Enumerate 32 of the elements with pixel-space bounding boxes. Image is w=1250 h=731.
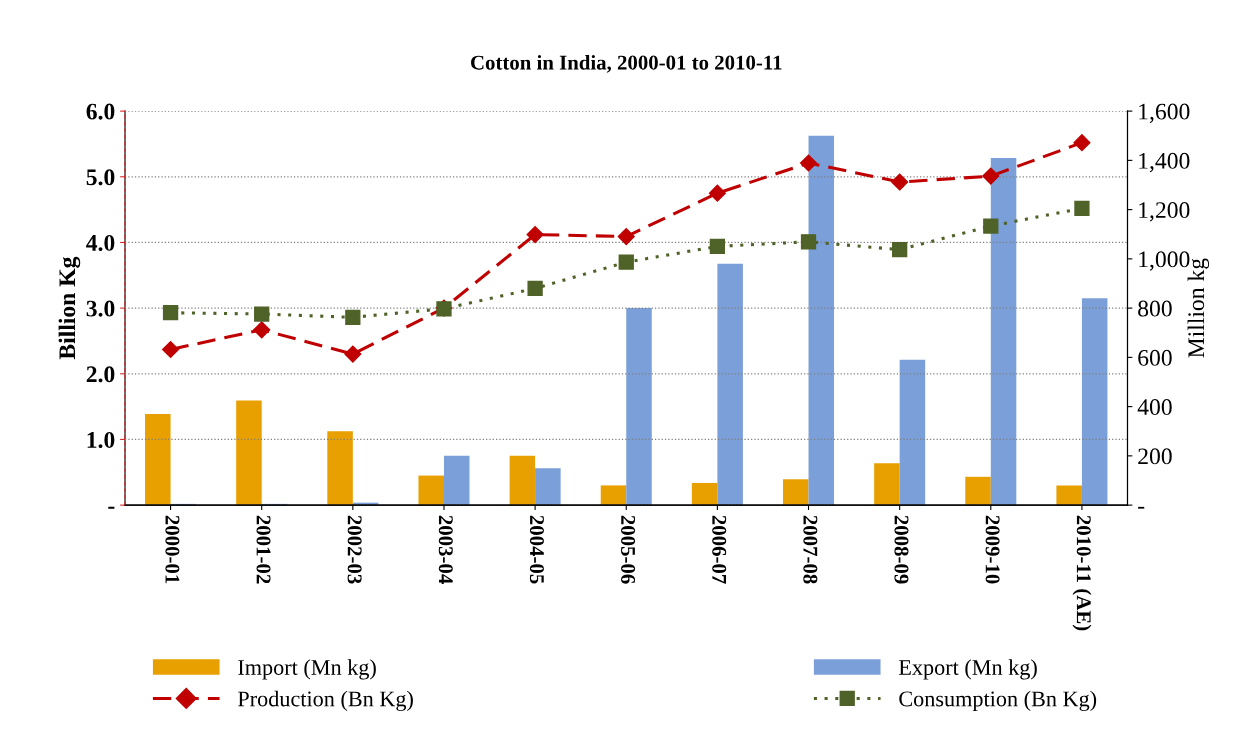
- y2-tick-label: 1,600: [1139, 103, 1190, 123]
- legend-label: Production (Bn Kg): [237, 690, 413, 711]
- y2-tick-label: 1,200: [1139, 202, 1190, 222]
- y2-tick-label: 400: [1137, 399, 1172, 416]
- y-tick-label: 2.0: [86, 366, 115, 383]
- x-tick-label: 2000-01: [165, 515, 180, 584]
- x-tick-label: 2005-06: [621, 515, 636, 584]
- y2-tick-label: 800: [1138, 300, 1172, 317]
- legend-label: Import (Mn kg): [238, 659, 376, 680]
- y-axis-title: Billion Kg: [58, 256, 81, 360]
- y-tick-label: 5.0: [86, 169, 115, 186]
- x-tick-label: 2010-11 (AE): [1072, 515, 1092, 631]
- y-tick-label: 1.0: [87, 431, 115, 448]
- y2-tick-label: 600: [1138, 349, 1172, 366]
- x-tick-label: 2006-07: [712, 515, 727, 584]
- legend-label: Consumption (Bn Kg): [899, 690, 1097, 711]
- y-tick-label: 6.0: [86, 103, 115, 120]
- x-tick-label: 2007-08: [803, 515, 818, 584]
- x-tick-label: 2003-04: [438, 515, 453, 584]
- x-tick-label: 2002-03: [347, 515, 362, 584]
- y2-tick-label: -: [1138, 506, 1145, 509]
- y2-tick-label: 200: [1138, 448, 1172, 465]
- x-tick-label: 2009-10: [985, 515, 1000, 584]
- x-tick-label: 2004-05: [529, 515, 544, 584]
- legend-label: Export (Mn kg): [898, 659, 1037, 680]
- y-tick-label: 3.0: [86, 300, 115, 317]
- y-tick-label: 4.0: [86, 234, 115, 251]
- chart-title: Cotton in India, 2000-01 to 2010-11: [471, 54, 782, 73]
- y2-tick-label: 1,400: [1139, 152, 1190, 173]
- y-tick-label: -: [108, 506, 115, 509]
- x-tick-label: 2001-02: [256, 515, 271, 584]
- x-tick-label: 2008-09: [894, 515, 909, 584]
